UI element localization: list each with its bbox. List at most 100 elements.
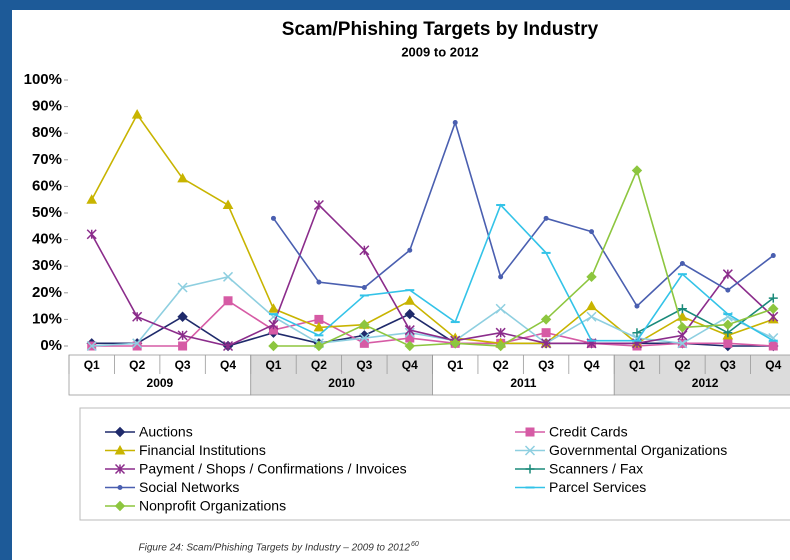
- year-label: 2009: [147, 376, 174, 390]
- legend-label: Parcel Services: [549, 479, 646, 495]
- marker: [586, 300, 597, 311]
- marker: [177, 311, 188, 322]
- series-line: [91, 203, 774, 347]
- legend-label: Scanners / Fax: [549, 461, 643, 477]
- x-tick-label: Q2: [311, 358, 327, 372]
- legend-marker: [114, 444, 126, 455]
- marker: [723, 338, 733, 348]
- legend-label: Credit Cards: [549, 424, 628, 440]
- x-tick-label: Q4: [402, 358, 418, 372]
- legend-marker: [114, 500, 126, 512]
- x-tick-label: Q3: [356, 358, 372, 372]
- series: [632, 293, 778, 338]
- series-line: [91, 113, 774, 345]
- x-tick-label: Q1: [447, 358, 463, 372]
- series-line: [91, 299, 774, 347]
- marker: [498, 274, 504, 280]
- legend-marker: [524, 445, 536, 456]
- chart-subtitle: 2009 to 2012: [401, 44, 478, 59]
- series-line: [273, 203, 774, 342]
- marker: [313, 321, 325, 332]
- y-tick-label: 30%: [32, 257, 62, 274]
- series-line: [636, 297, 774, 334]
- y-tick-label: 70%: [32, 151, 62, 168]
- marker: [407, 247, 413, 253]
- legend-box: [79, 407, 790, 521]
- marker: [177, 172, 188, 183]
- chart-title: Scam/Phishing Targets by Industry: [282, 19, 599, 40]
- x-tick-label: Q2: [493, 358, 509, 372]
- x-tick-label: Q1: [84, 358, 100, 372]
- marker: [131, 109, 143, 119]
- x-tick-label: Q2: [674, 358, 690, 372]
- y-tick-label: 10%: [32, 310, 62, 327]
- legend-label: Social Networks: [139, 479, 239, 495]
- marker: [586, 271, 597, 283]
- legend-marker: [114, 426, 126, 438]
- figure-caption: Figure 24: Scam/Phishing Targets by Indu…: [139, 543, 411, 554]
- marker: [268, 340, 279, 352]
- legend-marker: [525, 464, 535, 474]
- marker: [222, 199, 234, 210]
- series: [270, 119, 776, 309]
- x-tick-label: Q3: [538, 358, 554, 372]
- marker: [677, 338, 688, 349]
- x-tick-label: Q2: [129, 358, 145, 372]
- x-tick-label: Q3: [720, 358, 736, 372]
- marker: [404, 325, 415, 336]
- marker: [631, 165, 643, 176]
- y-tick-label: 20%: [32, 284, 62, 301]
- x-tick-label: Q1: [265, 358, 281, 372]
- marker: [722, 319, 734, 330]
- marker: [677, 322, 688, 333]
- marker: [268, 303, 279, 313]
- marker: [540, 314, 552, 325]
- x-tick-label: Q4: [765, 358, 781, 372]
- marker: [768, 341, 778, 351]
- year-label: 2011: [510, 376, 536, 390]
- marker: [495, 303, 506, 314]
- marker: [132, 311, 143, 322]
- marker: [223, 296, 233, 306]
- marker: [541, 328, 551, 338]
- marker: [586, 311, 597, 322]
- legend-label: Financial Institutions: [139, 442, 266, 458]
- y-tick-label: 0%: [40, 337, 62, 354]
- x-tick-label: Q4: [220, 358, 236, 372]
- marker: [722, 269, 733, 280]
- year-band: [613, 354, 790, 396]
- marker: [177, 330, 188, 341]
- marker: [177, 282, 188, 293]
- marker: [132, 341, 142, 351]
- year-label: 2010: [328, 376, 355, 390]
- marker: [268, 319, 279, 330]
- y-tick-label: 50%: [32, 204, 62, 221]
- series: [268, 203, 778, 342]
- marker: [770, 253, 776, 259]
- y-tick-label: 80%: [32, 124, 62, 141]
- x-tick-label: Q1: [629, 358, 645, 372]
- marker: [86, 229, 97, 240]
- marker: [541, 338, 552, 349]
- marker: [86, 340, 97, 352]
- marker: [632, 328, 642, 338]
- series-line: [91, 313, 774, 347]
- marker: [313, 340, 325, 352]
- y-tick-label: 100%: [24, 71, 62, 88]
- marker: [452, 120, 458, 126]
- marker: [178, 341, 188, 351]
- marker: [495, 340, 506, 352]
- marker: [86, 194, 98, 204]
- marker: [543, 215, 549, 221]
- marker: [677, 304, 687, 314]
- marker: [361, 284, 367, 290]
- y-tick-label: 40%: [32, 231, 62, 248]
- marker: [270, 215, 276, 221]
- marker: [634, 303, 640, 309]
- marker: [679, 261, 685, 267]
- marker: [404, 308, 415, 320]
- marker: [768, 293, 778, 303]
- series-line: [273, 168, 774, 347]
- legend-label: Nonprofit Organizations: [139, 498, 286, 514]
